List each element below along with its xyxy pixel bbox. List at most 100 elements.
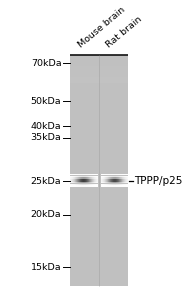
- Bar: [93, 177, 94, 178]
- Bar: [82, 180, 83, 182]
- Bar: [70, 176, 71, 177]
- Bar: [105, 184, 106, 185]
- Bar: [70, 184, 71, 185]
- Bar: [111, 182, 112, 183]
- Bar: [74, 182, 75, 183]
- Bar: [71, 180, 72, 182]
- Bar: [70, 62, 128, 64]
- Bar: [104, 185, 105, 187]
- Bar: [121, 185, 122, 187]
- Bar: [106, 184, 107, 185]
- Bar: [105, 179, 106, 180]
- Bar: [110, 185, 111, 187]
- Bar: [90, 180, 91, 182]
- Bar: [80, 184, 81, 185]
- Bar: [71, 179, 72, 180]
- Text: 40kDa: 40kDa: [31, 122, 61, 131]
- Bar: [87, 176, 88, 177]
- Bar: [97, 182, 98, 183]
- Bar: [85, 180, 86, 182]
- Bar: [109, 180, 110, 182]
- Bar: [75, 184, 76, 185]
- Bar: [125, 180, 126, 182]
- Bar: [76, 174, 77, 176]
- Bar: [121, 180, 122, 182]
- Bar: [71, 174, 72, 176]
- Bar: [84, 182, 85, 183]
- Bar: [121, 174, 122, 176]
- Bar: [78, 182, 79, 183]
- Bar: [118, 182, 119, 183]
- Bar: [109, 182, 110, 183]
- Bar: [81, 185, 82, 187]
- Bar: [97, 176, 98, 177]
- Bar: [115, 179, 116, 180]
- Bar: [121, 184, 122, 185]
- Bar: [104, 184, 105, 185]
- Bar: [78, 179, 79, 180]
- Bar: [86, 180, 87, 182]
- Bar: [70, 69, 128, 70]
- Bar: [88, 182, 89, 183]
- Bar: [77, 182, 78, 183]
- Bar: [109, 177, 110, 178]
- Bar: [81, 182, 82, 183]
- Bar: [114, 185, 115, 187]
- Bar: [114, 184, 115, 185]
- Bar: [116, 177, 117, 178]
- Bar: [118, 185, 119, 187]
- Bar: [122, 174, 123, 176]
- Bar: [125, 177, 126, 178]
- Bar: [81, 180, 82, 182]
- Bar: [72, 177, 73, 178]
- Bar: [107, 180, 108, 182]
- Bar: [102, 174, 103, 176]
- Bar: [80, 179, 81, 180]
- Bar: [101, 176, 102, 177]
- Bar: [114, 177, 115, 178]
- Bar: [73, 182, 74, 183]
- Bar: [77, 184, 78, 185]
- Bar: [76, 185, 77, 187]
- Bar: [80, 182, 81, 183]
- Bar: [91, 182, 92, 183]
- Bar: [70, 70, 128, 72]
- Bar: [107, 185, 108, 187]
- Bar: [75, 179, 76, 180]
- Bar: [90, 179, 91, 180]
- Bar: [78, 176, 79, 177]
- Bar: [106, 182, 107, 183]
- Bar: [70, 77, 128, 79]
- Bar: [126, 176, 127, 177]
- Bar: [112, 184, 113, 185]
- Bar: [76, 177, 77, 178]
- Bar: [112, 174, 113, 176]
- Bar: [97, 180, 98, 182]
- Bar: [122, 185, 123, 187]
- Text: 20kDa: 20kDa: [31, 210, 61, 219]
- Bar: [81, 174, 82, 176]
- Bar: [123, 177, 124, 178]
- Bar: [86, 174, 87, 176]
- Bar: [72, 182, 73, 183]
- Bar: [92, 179, 93, 180]
- Bar: [81, 179, 82, 180]
- Bar: [124, 177, 125, 178]
- Bar: [101, 184, 102, 185]
- Bar: [70, 185, 71, 187]
- Bar: [75, 176, 76, 177]
- Bar: [113, 177, 114, 178]
- Bar: [103, 179, 104, 180]
- Bar: [91, 176, 92, 177]
- Bar: [92, 180, 93, 182]
- Bar: [96, 185, 97, 187]
- Bar: [90, 182, 91, 183]
- Bar: [90, 184, 91, 185]
- Bar: [115, 182, 116, 183]
- Bar: [80, 174, 81, 176]
- Bar: [81, 177, 82, 178]
- Bar: [106, 177, 107, 178]
- Bar: [94, 179, 95, 180]
- Bar: [71, 176, 72, 177]
- Bar: [116, 180, 117, 182]
